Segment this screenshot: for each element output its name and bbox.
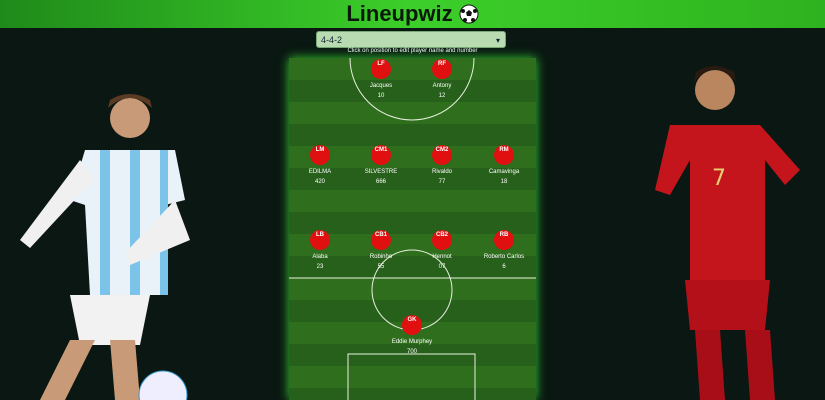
header: Lineupwiz	[0, 0, 825, 28]
left-player	[20, 94, 190, 400]
player-number: 666	[375, 179, 386, 185]
position-button[interactable]: LM	[310, 145, 330, 165]
player-name: SILVESTRE	[364, 169, 398, 175]
formation-select[interactable]: 4-4-2 ▾	[316, 31, 506, 48]
player: CM2 Rivaldo 77	[402, 145, 482, 187]
shirt-number: 7	[712, 166, 726, 191]
position-button[interactable]: LF	[371, 59, 391, 79]
player-number: 700	[406, 349, 417, 355]
player-name: Hennot	[432, 254, 452, 260]
player: GK Eddie Murphey 700	[372, 315, 452, 357]
player-number: 07	[438, 264, 446, 270]
position-button[interactable]: CM2	[432, 145, 452, 165]
position-button[interactable]: CB1	[371, 230, 391, 250]
instruction: Click on position to edit player name an…	[347, 48, 478, 54]
player-number: 55	[377, 264, 385, 270]
position-button[interactable]: CM1	[371, 145, 391, 165]
position-button[interactable]: CB2	[432, 230, 452, 250]
pitch-lines	[289, 58, 536, 400]
position-button[interactable]: GK	[402, 315, 422, 335]
player-number: 23	[316, 264, 324, 270]
player-name: Robinho	[369, 254, 393, 260]
player-name: Roberto Carlos	[483, 254, 525, 260]
player-number: 77	[438, 179, 446, 185]
ball-icon	[459, 4, 479, 24]
player: CB2 Hennot 07	[402, 230, 482, 272]
player-name: EDILMA	[308, 169, 332, 175]
player-number: 18	[500, 179, 508, 185]
player-number: 6	[502, 264, 506, 270]
player-number: 420	[314, 179, 325, 185]
position-button[interactable]: RB	[494, 230, 514, 250]
right-player: 7	[655, 66, 800, 400]
top-circle	[349, 58, 475, 121]
player-name: Camavinga	[488, 169, 520, 175]
player: LB Alaba 23	[289, 230, 360, 272]
player: RF Antony 12	[402, 59, 482, 101]
player-name: Alaba	[312, 254, 328, 260]
player-name: Jacques	[369, 83, 393, 89]
player-name: Eddie Murphey	[391, 339, 433, 345]
select-caret: ▾	[495, 36, 500, 45]
penalty-box	[347, 353, 476, 400]
player-name: Antony	[432, 83, 452, 89]
player-number: 12	[438, 93, 446, 99]
formation-value: 4-4-2	[321, 35, 343, 45]
position-button[interactable]: LB	[310, 230, 330, 250]
position-button[interactable]: RF	[432, 59, 452, 79]
player: CB1 Robinho 55	[341, 230, 421, 272]
player: LF Jacques 10	[341, 59, 421, 101]
player: LM EDILMA 420	[289, 145, 360, 187]
player: RB Roberto Carlos 6	[464, 230, 536, 272]
player: CM1 SILVESTRE 666	[341, 145, 421, 187]
app-title: Lineupwiz	[346, 1, 453, 26]
position-button[interactable]: RM	[494, 145, 514, 165]
pitch: LF Jacques 10 RF Antony 12 LM EDILMA 420 CM1 SILVE…	[289, 58, 536, 400]
player-number: 10	[377, 93, 385, 99]
player-name: Rivaldo	[431, 169, 452, 175]
player: RM Camavinga 18	[464, 145, 536, 187]
